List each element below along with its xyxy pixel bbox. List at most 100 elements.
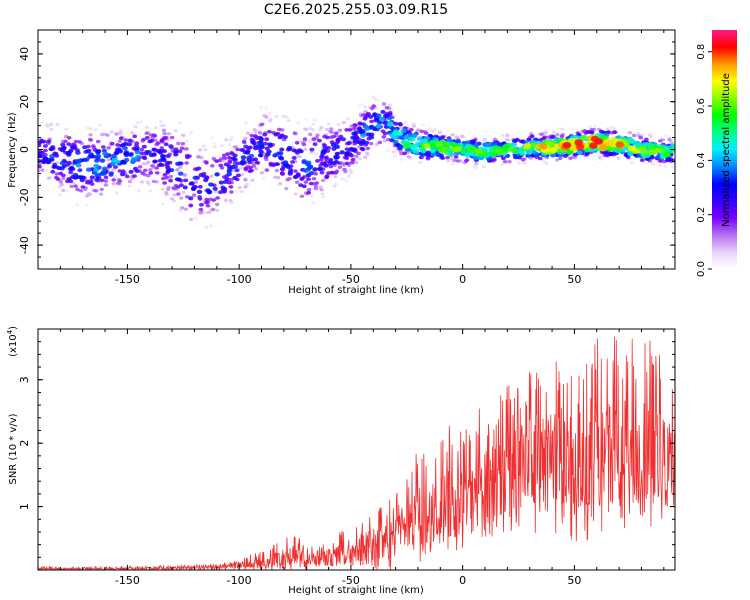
spectrogram-cell — [212, 141, 217, 145]
spectrogram-cell — [232, 164, 239, 169]
spectrogram-cell — [121, 169, 126, 174]
spectrogram-cell — [445, 155, 450, 160]
spectrogram-cell — [215, 196, 220, 200]
spectrogram-cell — [133, 125, 138, 129]
spectrogram-cell — [502, 160, 508, 164]
spectrogram-cell — [460, 147, 468, 153]
spectrogram-cell — [313, 172, 319, 176]
spectrogram-cell — [154, 166, 159, 170]
snr-x-tick-label: -100 — [227, 574, 252, 587]
spectrogram-cell — [464, 158, 470, 162]
spectrogram-cell — [135, 121, 140, 125]
spectrogram-cell — [225, 152, 231, 157]
spectrogram-cell — [526, 137, 532, 142]
spectrogram-cell — [287, 171, 293, 176]
spectrogram-cell — [98, 123, 103, 127]
spectrogram-cell — [172, 199, 177, 203]
spectrogram-cell — [88, 179, 94, 184]
spectrogram-cell — [368, 125, 375, 130]
spectrogram-cell — [235, 147, 240, 152]
spectrogram-cell — [141, 144, 147, 149]
spectrogram-cell — [403, 134, 410, 140]
spectrogram-cell — [438, 147, 446, 153]
spectrogram-cell — [146, 150, 152, 155]
spectrogram-cell — [58, 171, 64, 176]
spectrogram-cell — [330, 170, 336, 175]
spectrogram-cell — [243, 178, 248, 182]
spectrogram-cell — [615, 141, 624, 148]
spectrogram-cell — [99, 187, 104, 192]
spectrogram-cell — [63, 139, 68, 144]
spectrogram-cell — [153, 138, 158, 142]
spectrogram-cell — [251, 140, 257, 145]
snr-x-tick-label: -150 — [115, 574, 140, 587]
spectrogram-cell — [106, 158, 111, 162]
spectrogram-cell — [39, 139, 45, 144]
spectrogram-cell — [164, 175, 169, 180]
spectrogram-cell — [166, 132, 171, 136]
colorbar-label: Normalized spectral amplitude — [721, 73, 732, 227]
spectrogram-cell — [663, 165, 668, 168]
spectrogram-cell — [517, 161, 522, 165]
spectrogram-cell — [105, 133, 110, 137]
spectrogram-cell — [306, 190, 312, 195]
spectrogram-cell — [418, 155, 424, 160]
spectrogram-cell — [312, 167, 318, 172]
spectrogram-cell — [178, 183, 184, 188]
spectrogram-x-tick-label: -100 — [227, 273, 252, 286]
spectrogram-cell — [145, 180, 150, 184]
spectrogram-cell — [114, 191, 119, 195]
spectrogram-cell — [360, 133, 367, 138]
spectrogram-cell — [671, 165, 675, 169]
svg-text:(x104): (x104) — [6, 326, 19, 357]
spectrogram-cell — [61, 145, 67, 150]
spectrogram-cell — [594, 138, 603, 145]
spectrogram-cell — [178, 165, 183, 169]
spectrogram-cell — [350, 148, 356, 153]
spectrogram-cell — [627, 145, 636, 152]
spectrogram-cell — [111, 178, 116, 182]
spectrogram-cell — [49, 127, 54, 131]
spectrogram-cell — [168, 174, 173, 179]
spectrogram-cell — [49, 157, 55, 162]
spectrogram-cell — [319, 170, 325, 175]
spectrogram-cell — [253, 167, 259, 171]
spectrogram-cell — [364, 126, 371, 131]
spectrogram-cell — [65, 167, 70, 171]
spectrogram-cell — [635, 131, 640, 135]
spectrogram-cell — [359, 128, 365, 133]
spectrogram-cell — [89, 175, 95, 180]
spectrogram-cell — [241, 160, 247, 165]
spectrogram-cell — [112, 175, 117, 178]
spectrogram-cell — [75, 187, 80, 192]
spectrogram-cell — [196, 189, 203, 194]
spectrogram-cell — [539, 132, 544, 136]
spectrogram-cell — [311, 137, 316, 141]
spectrogram-cell — [212, 145, 217, 149]
spectrogram-y-tick-label: 20 — [18, 95, 31, 109]
spectrogram-cell — [174, 177, 181, 182]
spectrogram-cell — [173, 152, 179, 157]
spectrogram-cell — [294, 141, 300, 145]
spectrogram-cell — [198, 172, 204, 177]
spectrogram-cell — [149, 138, 155, 143]
spectrogram-cell — [198, 207, 204, 212]
snr-panel: -150 -100 -50 0 50 1 2 3 Height of straight li… — [6, 326, 676, 596]
spectrogram-cell — [311, 122, 316, 126]
spectrogram-x-tick-label: -50 — [342, 273, 360, 286]
spectrogram-cell — [508, 147, 517, 153]
spectrogram-cell — [117, 169, 123, 173]
spectrogram-cell — [183, 178, 189, 183]
spectrogram-cell — [68, 148, 74, 153]
spectrogram-cell — [313, 152, 318, 156]
spectrogram-cell — [205, 188, 211, 193]
spectrogram-cell — [101, 145, 106, 149]
spectrogram-cell — [377, 140, 383, 145]
spectrogram-cell — [341, 120, 346, 125]
spectrogram-y-tick-label: 0 — [18, 146, 31, 153]
spectrogram-cell — [356, 104, 361, 108]
spectrogram-cell — [460, 134, 465, 138]
spectrogram-cell — [232, 175, 238, 180]
spectrogram-cell — [648, 133, 652, 137]
spectrogram-cell — [99, 192, 104, 196]
